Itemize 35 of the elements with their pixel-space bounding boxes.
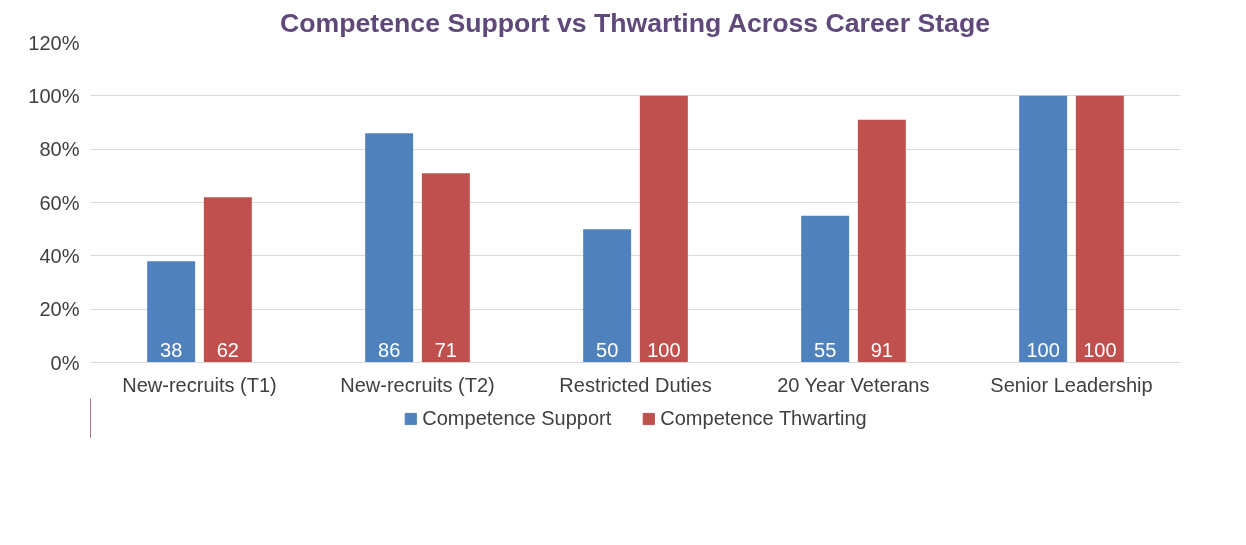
data-label: 71 [434, 338, 457, 361]
y-tick-label: 120% [28, 31, 80, 54]
x-tick-label: Restricted Duties [559, 373, 712, 396]
bar [639, 95, 688, 363]
legend-label: Competence Support [422, 406, 612, 430]
y-tick-label: 0% [50, 351, 80, 374]
data-label: 62 [216, 338, 239, 361]
bar [801, 215, 850, 363]
x-tick-label: New-recruits (T2) [340, 373, 495, 396]
data-label: 50 [596, 338, 619, 361]
x-tick-label: 20 Year Veterans [777, 373, 930, 396]
bar [147, 261, 196, 363]
data-label: 100 [1026, 338, 1060, 361]
data-label: 86 [378, 338, 401, 361]
y-tick-label: 40% [39, 244, 80, 267]
bar [1019, 95, 1068, 363]
data-label: 55 [814, 338, 837, 361]
bar [583, 229, 632, 363]
x-tick-label: Senior Leadership [990, 373, 1153, 396]
y-tick-label: 60% [39, 191, 80, 214]
y-tick-label: 100% [28, 84, 80, 107]
data-label: 100 [647, 338, 681, 361]
bar [421, 173, 470, 363]
legend-label: Competence Thwarting [660, 406, 867, 430]
bar [203, 197, 252, 363]
data-label: 100 [1083, 338, 1117, 361]
y-tick-label: 80% [39, 138, 80, 161]
data-label: 38 [160, 338, 183, 361]
bar [365, 133, 414, 363]
data-label: 91 [870, 338, 893, 361]
bar [1075, 95, 1124, 363]
x-tick-label: New-recruits (T1) [122, 373, 277, 396]
bar [857, 119, 906, 363]
y-tick-label: 20% [39, 298, 80, 321]
chart-title: Competence Support vs Thwarting Across Career Stage [279, 7, 991, 38]
